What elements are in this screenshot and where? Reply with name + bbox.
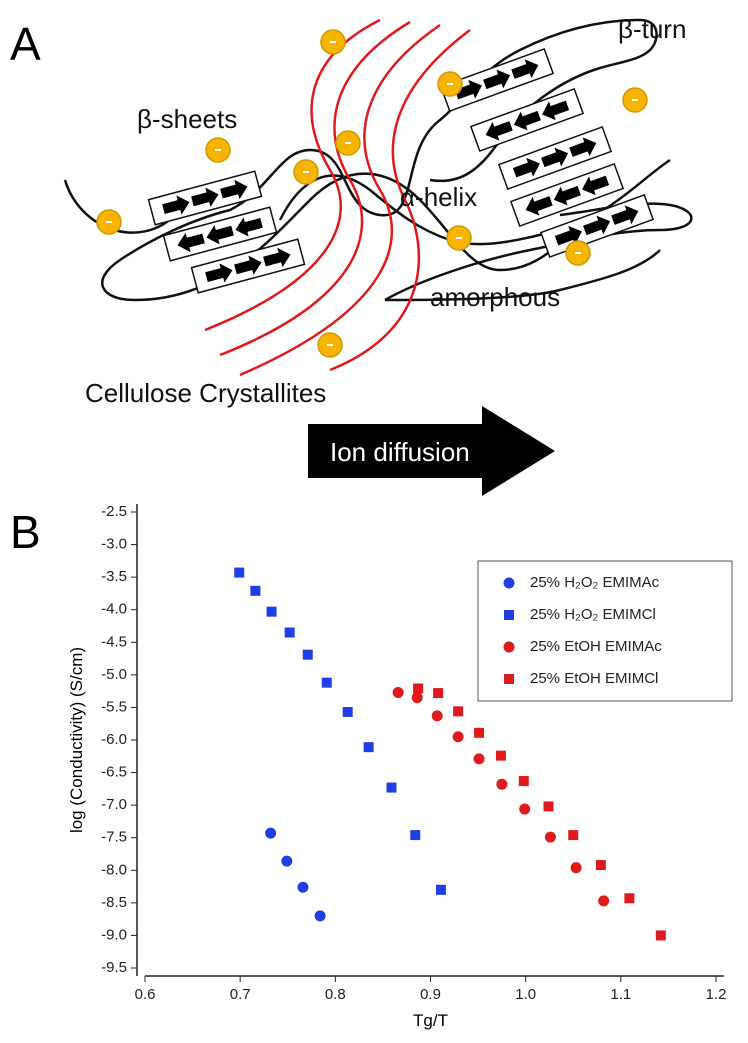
point [655, 930, 666, 941]
y-axis-label: log (Conductivity) (S/cm) [67, 647, 86, 833]
arrow-label: Ion diffusion [330, 437, 470, 467]
y-tick-label: -9.0 [101, 926, 127, 943]
label: β-sheets [137, 104, 237, 134]
y-tick-label: -9.5 [101, 959, 127, 976]
point [495, 750, 506, 761]
point [433, 688, 444, 699]
ion [565, 240, 591, 266]
x-tick-label: 0.7 [230, 986, 251, 1003]
point [281, 855, 293, 867]
legend-marker [504, 674, 514, 684]
diagram: A β-turn β-sheets α-helix [10, 14, 693, 496]
ion [335, 130, 361, 156]
point [543, 801, 554, 812]
ion [622, 87, 648, 113]
point [411, 692, 423, 704]
point [413, 683, 424, 694]
point [302, 649, 313, 660]
y-tick-label: -3.0 [101, 536, 127, 553]
point [570, 862, 582, 874]
point [265, 827, 277, 839]
legend-box [477, 560, 733, 702]
point [474, 727, 485, 738]
point [363, 742, 374, 753]
point [544, 831, 556, 843]
x-tick-label: 0.6 [135, 986, 156, 1003]
diffusion-arrow [308, 406, 555, 496]
point [342, 706, 353, 717]
x-tick-label: 1.2 [706, 986, 727, 1003]
y-tick-label: -8.5 [101, 894, 127, 911]
label: amorphous [430, 282, 560, 312]
point [473, 753, 485, 765]
x-tick-label: 0.9 [420, 986, 441, 1003]
ion [205, 137, 231, 163]
x-axis-label: Tg/T [413, 1011, 448, 1030]
chain [384, 249, 661, 302]
legend-marker [503, 641, 515, 653]
point [250, 585, 261, 596]
point [568, 830, 579, 841]
crystallite [329, 29, 471, 372]
y-tick-label: -2.5 [101, 503, 127, 520]
point [410, 830, 421, 841]
legend-label: 25% H₂O₂ EMIMAc [530, 574, 660, 591]
ion [96, 209, 122, 235]
ion [320, 29, 346, 55]
panel-label: A [10, 18, 41, 70]
y-tick-label: -4.0 [101, 601, 127, 618]
crystallite [239, 23, 441, 377]
y-tick-label: -6.0 [101, 731, 127, 748]
legend-label: 25% EtOH EMIMAc [530, 638, 662, 655]
label: Cellulose Crystallites [85, 378, 326, 408]
point [435, 884, 446, 895]
ion [446, 225, 472, 251]
legend-label: 25% H₂O₂ EMIMCl [530, 606, 656, 623]
point [392, 686, 404, 698]
y-tick-label: -7.0 [101, 796, 127, 813]
crystallite [219, 20, 411, 357]
legend-marker [503, 577, 515, 589]
point [595, 860, 606, 871]
point [297, 881, 309, 893]
chart: 0.6 0.7 0.8 0.9 1.0 1.1 1.2 -2.5 -3.0 -3.5 -4.0 -4.… [67, 503, 733, 1030]
ion [293, 159, 319, 185]
ion [437, 71, 463, 97]
point [284, 627, 295, 638]
ion [317, 332, 343, 358]
y-tick-label: -8.0 [101, 861, 127, 878]
point [321, 677, 332, 688]
chains [63, 18, 693, 302]
point [518, 776, 529, 787]
point [386, 782, 397, 793]
point [234, 567, 245, 578]
crystallite [204, 18, 381, 332]
point [452, 731, 464, 743]
y-tick-label: -5.0 [101, 666, 127, 683]
x-tick-label: 0.8 [325, 986, 346, 1003]
panel-label: B [10, 506, 41, 558]
point [598, 895, 610, 907]
y-tick-label: -6.5 [101, 764, 127, 781]
point [266, 606, 277, 617]
y-tick-label: -3.5 [101, 568, 127, 585]
crystallites [204, 18, 471, 377]
point [314, 910, 326, 922]
point [431, 710, 443, 722]
y-tick-label: -4.5 [101, 633, 127, 650]
point [519, 803, 531, 815]
point [453, 706, 464, 717]
point [624, 893, 635, 904]
label: β-turn [618, 14, 686, 44]
label: α-helix [400, 182, 477, 212]
x-tick-label: 1.0 [515, 986, 536, 1003]
x-tick-label: 1.1 [610, 986, 631, 1003]
y-tick-label: -7.5 [101, 829, 127, 846]
legend-marker [504, 610, 514, 620]
legend-label: 25% EtOH EMIMCl [530, 670, 658, 687]
point [496, 778, 508, 790]
y-tick-label: -5.5 [101, 698, 127, 715]
